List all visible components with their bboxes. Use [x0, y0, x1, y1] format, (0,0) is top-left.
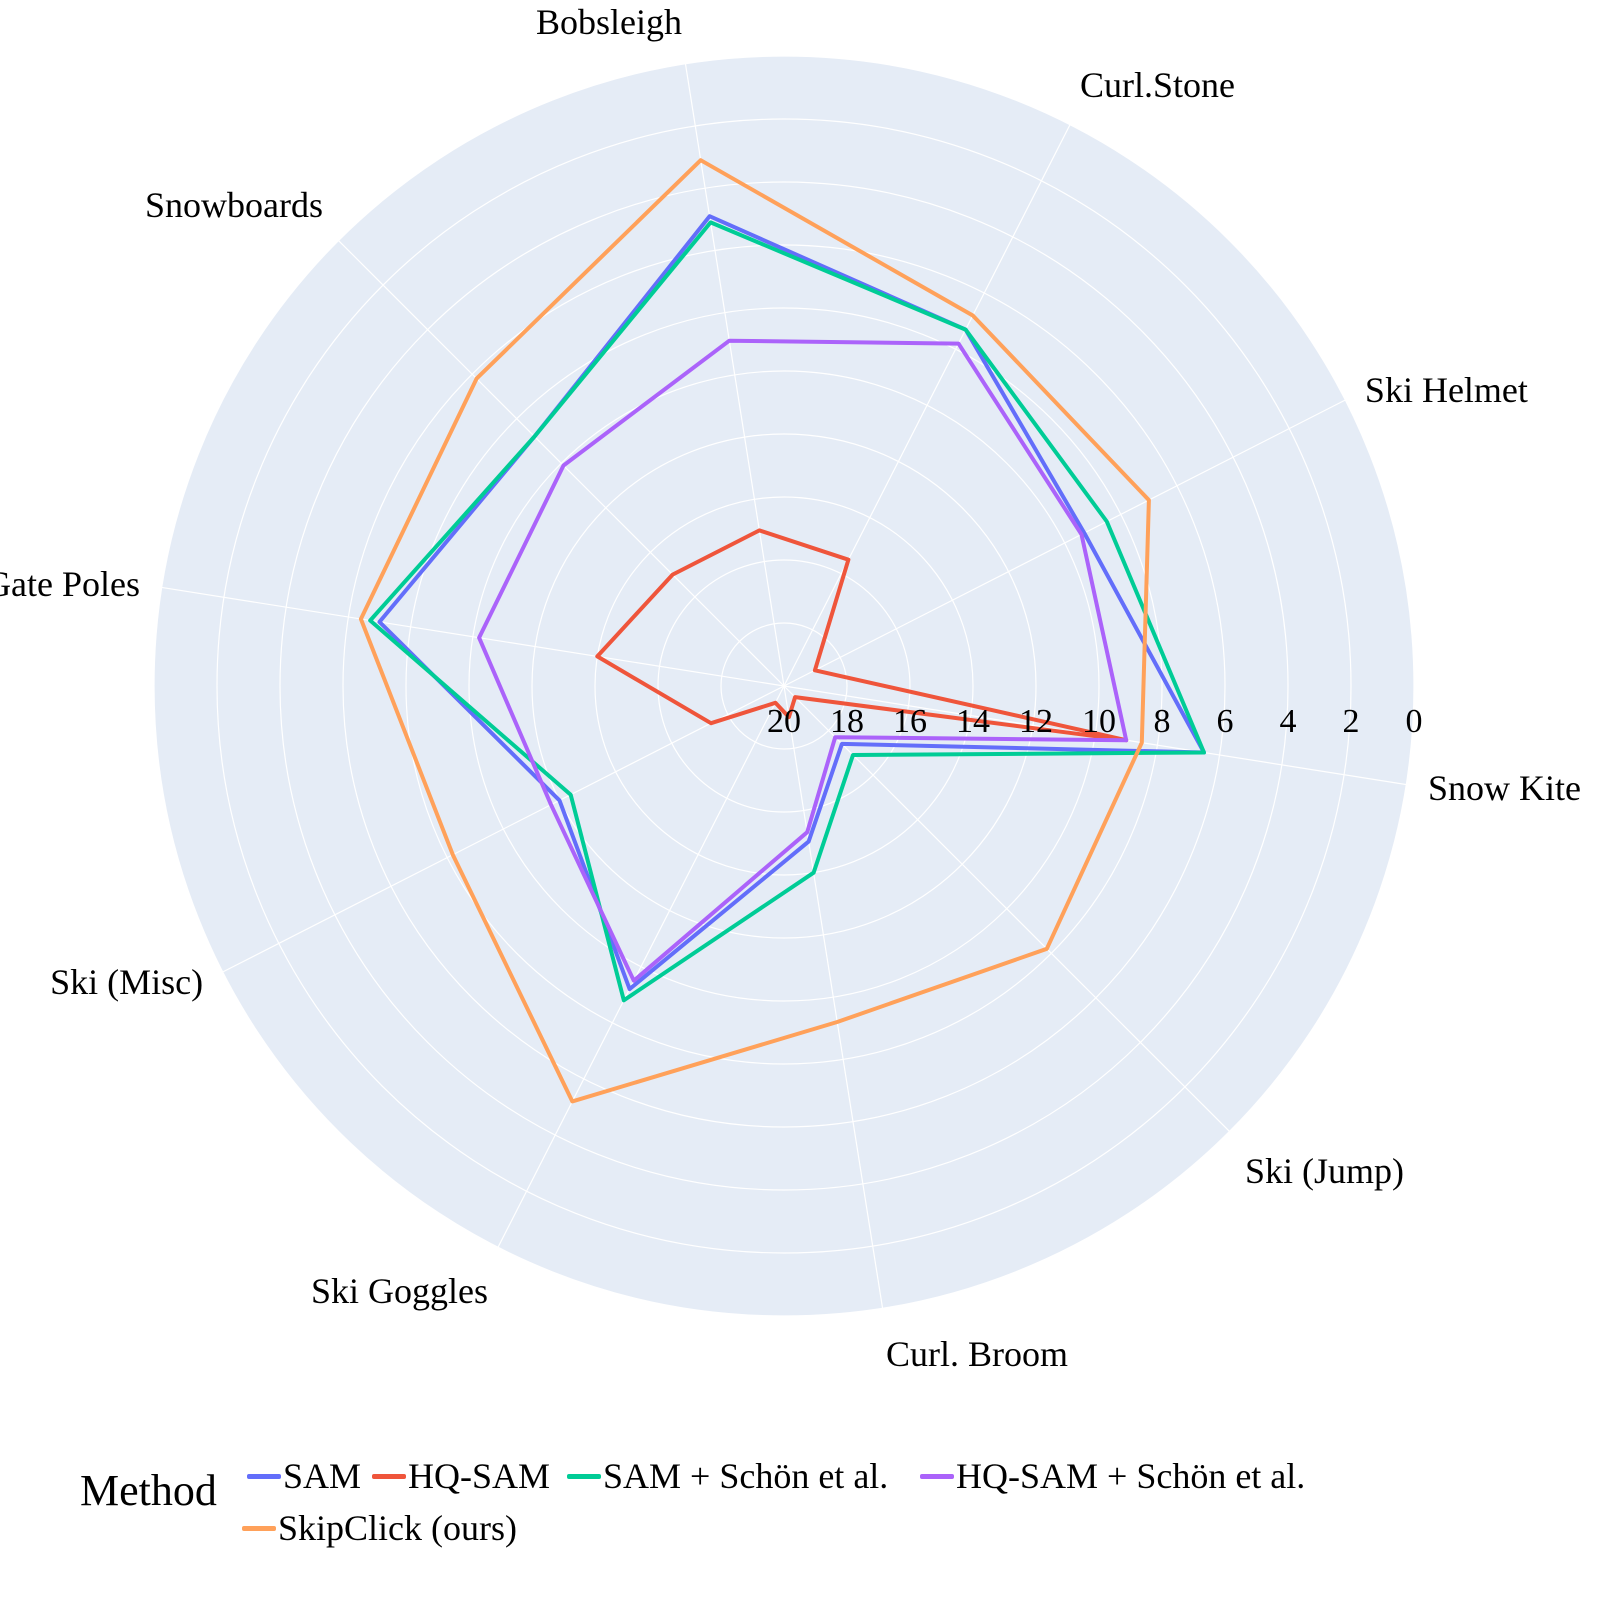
series-layer	[358, 158, 1206, 1104]
legend: Method SAM HQ-SAM SAM + Schön et al. HQ-…	[80, 1455, 1580, 1595]
category-label: Bobsleigh	[536, 2, 682, 42]
legend-label-hq-sam: HQ-SAM	[408, 1456, 551, 1496]
radial-tick-label: 12	[1019, 703, 1053, 740]
legend-item-hq-sam-schoen[interactable]: HQ-SAM + Schön et al.	[920, 1455, 1305, 1497]
radial-tick-labels: 20 18 16 14 12 10 8 6 4 2 0	[767, 703, 1423, 740]
series-line-skipclick-ours	[358, 158, 1151, 1104]
grid-spoke	[497, 685, 785, 1248]
legend-label-sam: SAM	[283, 1456, 362, 1496]
grid-spoke	[684, 63, 785, 687]
series-line-hq-sam	[595, 528, 1129, 743]
radial-tick-label: 10	[1082, 703, 1116, 740]
category-label: Snowboards	[145, 185, 323, 225]
category-label: Curl. Broom	[886, 1334, 1068, 1374]
polar-grid	[153, 55, 1415, 1317]
category-label: Gate Poles	[0, 564, 140, 604]
radial-tick-label: 20	[767, 703, 801, 740]
grid-circle	[279, 181, 1289, 1191]
grid-circle	[405, 307, 1163, 1065]
grid-circle	[594, 496, 974, 876]
grid-circle	[468, 370, 1100, 1002]
radial-tick-label: 2	[1343, 703, 1360, 740]
grid-circle	[720, 622, 848, 750]
legend-item-sam[interactable]: SAM	[247, 1455, 361, 1497]
grid-spoke	[783, 124, 1071, 687]
radial-tick-label: 6	[1217, 703, 1234, 740]
category-label: Ski Goggles	[311, 1271, 488, 1311]
legend-label-sam-schoen: SAM + Schön et al.	[603, 1456, 889, 1496]
legend-item-hq-sam[interactable]: HQ-SAM	[372, 1455, 550, 1497]
category-label: Ski (Misc)	[50, 962, 203, 1002]
category-label: Ski (Jump)	[1245, 1151, 1404, 1191]
category-label: Ski Helmet	[1365, 370, 1528, 410]
legend-swatch-sam	[247, 1473, 281, 1479]
legend-swatch-hq-sam-schoen	[920, 1473, 954, 1479]
category-labels: Snow Kite Ski Helmet Curl.Stone Bobsleigh Sn…	[0, 2, 1581, 1374]
legend-item-skipclick[interactable]: SkipClick (ours)	[242, 1507, 517, 1549]
grid-spoke	[783, 399, 1346, 687]
legend-swatch-sam-schoen	[567, 1473, 601, 1479]
grid-spoke	[161, 586, 785, 687]
category-label: Snow Kite	[1428, 768, 1581, 808]
grid-spoke	[222, 685, 785, 973]
grid-circle	[153, 55, 1415, 1317]
legend-title: Method	[80, 1466, 217, 1515]
grid-circle	[342, 244, 1226, 1128]
grid-circle	[216, 118, 1352, 1254]
radial-tick-label: 18	[830, 703, 864, 740]
radial-tick-label: 4	[1280, 703, 1297, 740]
legend-item-sam-schoen[interactable]: SAM + Schön et al.	[567, 1455, 888, 1497]
series-line-sam	[377, 214, 1206, 992]
legend-swatch-hq-sam	[372, 1473, 406, 1479]
radial-tick-label: 8	[1154, 703, 1171, 740]
series-line-sam-sch-n-et-al	[368, 220, 1206, 1003]
category-label: Curl.Stone	[1080, 65, 1235, 105]
grid-spoke	[783, 685, 1230, 1132]
radial-tick-label: 0	[1406, 703, 1423, 740]
radial-tick-label: 16	[893, 703, 927, 740]
grid-circle	[531, 433, 1037, 939]
grid-circle	[657, 559, 911, 813]
radial-tick-label: 14	[956, 703, 990, 740]
series-line-hq-sam-sch-n-et-al	[477, 338, 1129, 983]
legend-label-hq-sam-schoen: HQ-SAM + Schön et al.	[956, 1456, 1306, 1496]
legend-label-skipclick: SkipClick (ours)	[278, 1508, 517, 1548]
legend-swatch-skipclick	[242, 1525, 276, 1531]
grid-spoke	[338, 240, 785, 687]
grid-spoke	[783, 685, 884, 1309]
